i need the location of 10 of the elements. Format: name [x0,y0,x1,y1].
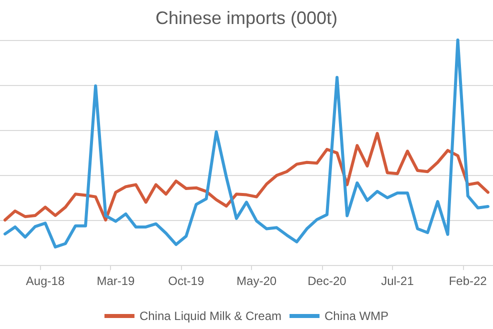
x-tick-label: Oct-19 [168,274,204,288]
x-tick-label: Jul-21 [381,274,414,288]
x-tick-label: Mar-19 [96,274,136,288]
x-tick-label: May-20 [236,274,277,288]
x-tick-label: Feb-22 [448,274,488,288]
chart-title: Chinese imports (000t) [155,8,338,28]
legend-label: China Liquid Milk & Cream [139,309,282,323]
x-tick-label: Aug-18 [26,274,65,288]
x-tick-label: Dec-20 [308,274,347,288]
legend-label: China WMP [324,309,389,323]
